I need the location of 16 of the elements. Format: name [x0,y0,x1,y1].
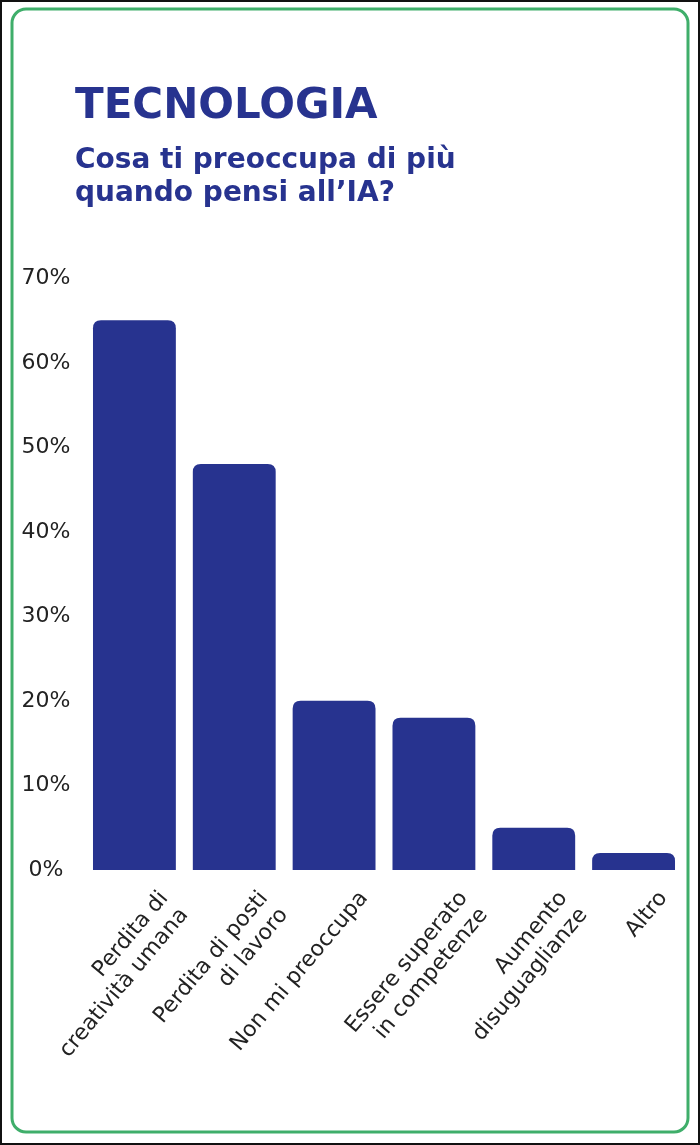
y-tick-label: 0% [28,856,64,881]
bar [392,717,476,870]
bar [192,464,276,870]
bar [292,700,376,870]
chart-title: TECNOLOGIA [75,79,379,128]
y-tick-label: 70% [21,264,71,289]
y-tick-label: 60% [21,348,71,374]
chart-subtitle: Cosa ti preoccupa di più quando pensi all’IA? [75,142,456,208]
bar [92,320,176,870]
y-tick-label: 30% [21,602,71,628]
y-tick-label: 40% [21,517,71,543]
bar [492,827,576,870]
y-tick-label: 10% [21,771,71,797]
y-tick-label: 20% [21,686,71,712]
bar [592,853,676,870]
y-tick-label: 50% [21,433,71,459]
